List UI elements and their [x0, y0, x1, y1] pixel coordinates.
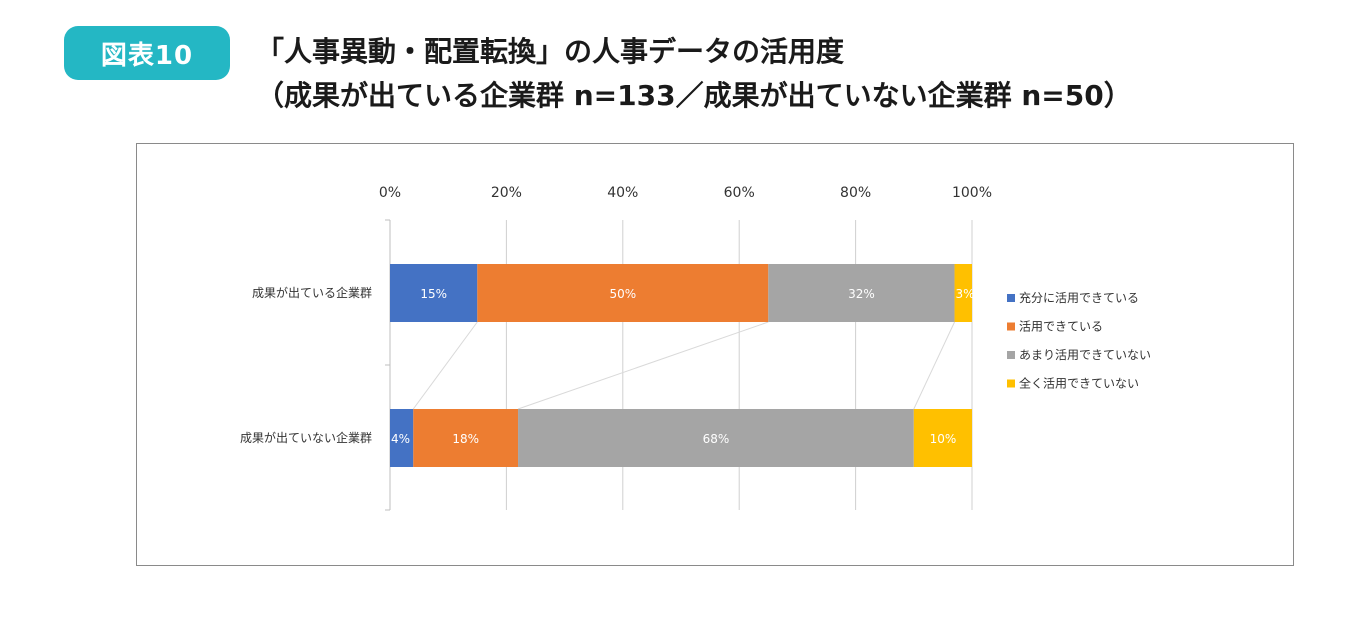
legend-label: 充分に活用できている — [1019, 290, 1139, 305]
data-label: 15% — [420, 287, 447, 301]
chart-subtitle: （成果が出ている企業群 n=133／成果が出ていない企業群 n=50） — [256, 79, 1132, 112]
legend-swatch — [1007, 294, 1015, 302]
x-tick-label: 80% — [840, 185, 871, 201]
bar-segment — [390, 409, 414, 467]
data-label: 18% — [452, 432, 479, 446]
data-label: 3% — [956, 287, 975, 301]
legend-swatch — [1007, 351, 1015, 359]
category-label: 成果が出ている企業群 — [252, 285, 372, 300]
data-label: 50% — [609, 287, 636, 301]
x-tick-label: 20% — [491, 185, 522, 201]
legend-swatch — [1007, 322, 1015, 331]
x-tick-label: 60% — [724, 185, 755, 201]
bar-segment — [768, 264, 955, 322]
legend-swatch — [1007, 379, 1015, 388]
data-label: 32% — [848, 287, 875, 301]
x-tick-label: 0% — [379, 185, 401, 201]
bar-segment — [390, 264, 478, 322]
legend-label: 活用できている — [1019, 320, 1103, 334]
figure-badge: 図表10 — [64, 26, 230, 80]
chart-area — [136, 143, 1294, 566]
data-label: 4% — [391, 432, 410, 446]
series-line — [517, 321, 769, 410]
bar-segment — [477, 264, 769, 322]
bar-segment — [913, 409, 972, 467]
category-label: 成果が出ていない企業群 — [240, 430, 372, 445]
chart-title: 「人事異動・配置転換」の人事データの活用度 — [256, 35, 845, 68]
bar-segment — [413, 409, 519, 467]
data-label: 68% — [703, 432, 730, 446]
data-label: 10% — [930, 432, 957, 446]
bar-segment — [518, 409, 914, 467]
bar-segment — [954, 264, 972, 322]
x-tick-label: 100% — [952, 185, 992, 201]
series-line — [913, 321, 955, 410]
legend-label: あまり活用できていない — [1019, 348, 1151, 362]
legend-label: 全く活用できていない — [1019, 376, 1139, 391]
series-line — [412, 321, 478, 410]
x-tick-label: 40% — [607, 185, 638, 201]
